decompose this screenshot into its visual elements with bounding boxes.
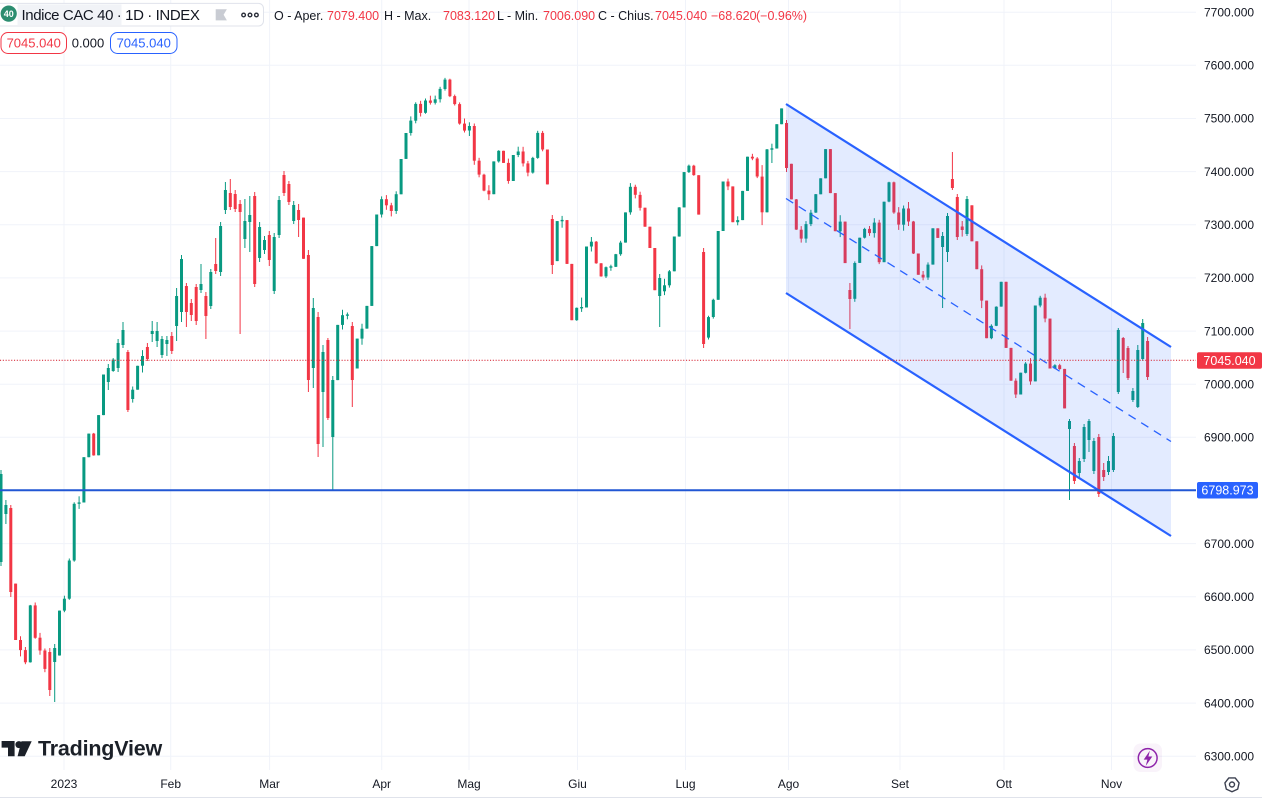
svg-text:7300.000: 7300.000 (1204, 218, 1254, 232)
svg-text:6600.000: 6600.000 (1204, 590, 1254, 604)
svg-text:7045.040: 7045.040 (117, 36, 171, 51)
svg-text:7500.000: 7500.000 (1204, 112, 1254, 126)
svg-text:2023: 2023 (51, 777, 78, 791)
svg-text:6300.000: 6300.000 (1204, 749, 1254, 763)
svg-text:7400.000: 7400.000 (1204, 165, 1254, 179)
svg-text:7700.000: 7700.000 (1204, 5, 1254, 19)
svg-text:Giu: Giu (568, 777, 587, 791)
svg-text:7100.000: 7100.000 (1204, 324, 1254, 338)
svg-text:7600.000: 7600.000 (1204, 59, 1254, 73)
svg-text:7000.000: 7000.000 (1204, 377, 1254, 391)
svg-text:Ott: Ott (996, 777, 1013, 791)
svg-text:6700.000: 6700.000 (1204, 537, 1254, 551)
svg-text:Nov: Nov (1101, 777, 1122, 791)
svg-text:Lug: Lug (675, 777, 695, 791)
svg-text:7200.000: 7200.000 (1204, 271, 1254, 285)
svg-text:Set: Set (891, 777, 910, 791)
svg-text:TradingView: TradingView (38, 737, 163, 761)
svg-text:Mag: Mag (457, 777, 480, 791)
svg-text:Apr: Apr (372, 777, 391, 791)
svg-text:Indice CAC 40 · 1D · INDEX: Indice CAC 40 · 1D · INDEX (22, 7, 200, 24)
svg-text:0.000: 0.000 (72, 36, 105, 51)
svg-text:7045.040: 7045.040 (7, 36, 61, 51)
svg-text:6900.000: 6900.000 (1204, 431, 1254, 445)
svg-text:Ago: Ago (778, 777, 800, 791)
svg-text:6500.000: 6500.000 (1204, 643, 1254, 657)
svg-text:6798.973: 6798.973 (1201, 484, 1253, 498)
svg-text:Feb: Feb (160, 777, 181, 791)
svg-text:40: 40 (4, 9, 14, 19)
svg-text:6400.000: 6400.000 (1204, 696, 1254, 710)
svg-text:Mar: Mar (259, 777, 280, 791)
svg-text:7045.040: 7045.040 (1203, 354, 1255, 368)
